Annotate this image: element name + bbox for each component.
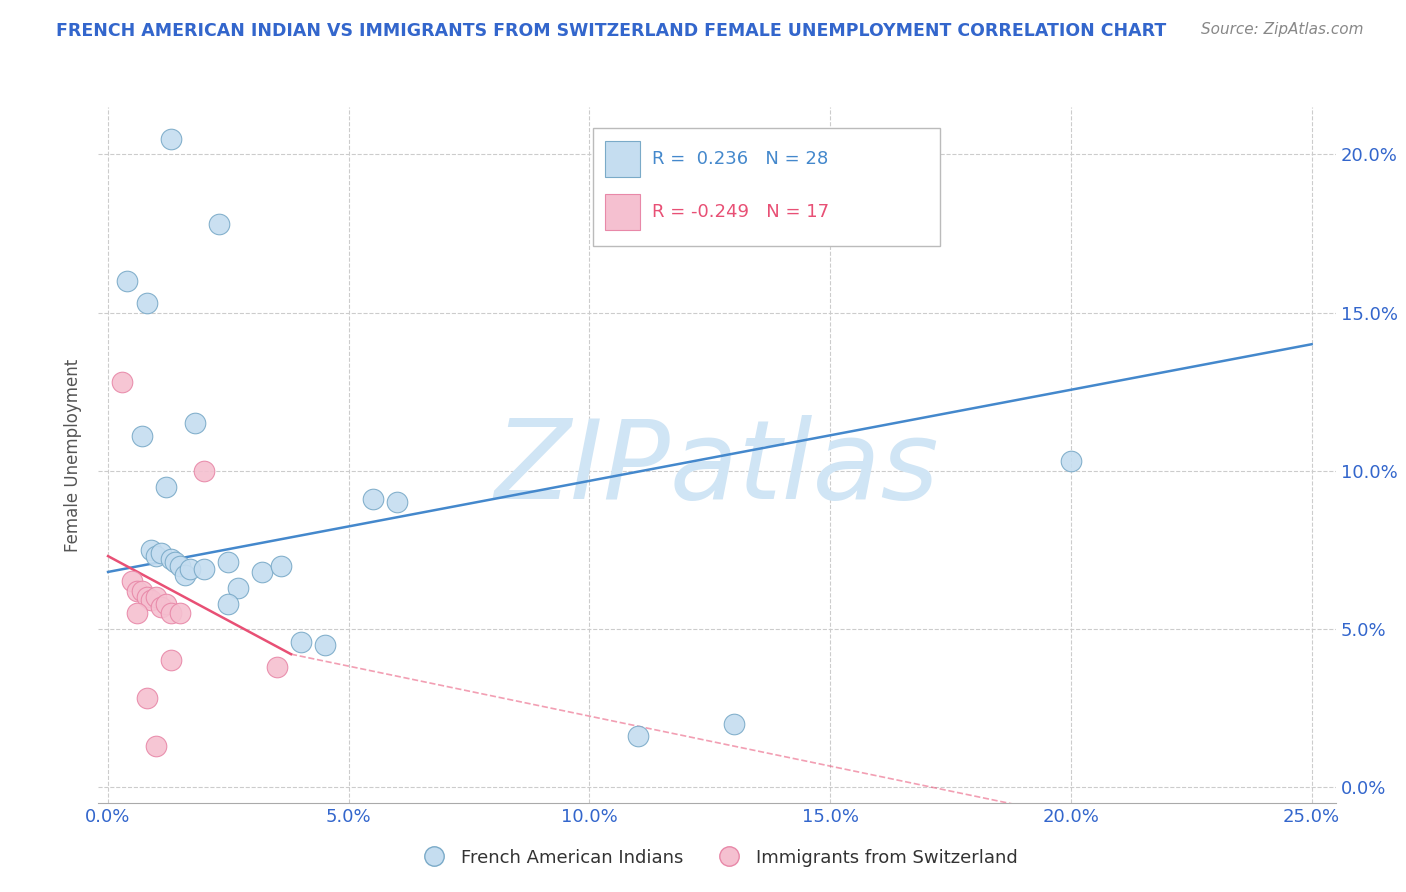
- Point: [141, 542, 163, 557]
- Point: [314, 638, 336, 652]
- Point: [135, 691, 157, 706]
- Legend: French American Indians, Immigrants from Switzerland: French American Indians, Immigrants from…: [409, 841, 1025, 874]
- Text: R =  0.236   N = 28: R = 0.236 N = 28: [652, 150, 828, 168]
- Point: [145, 739, 167, 753]
- Point: [179, 562, 201, 576]
- Point: [159, 552, 181, 566]
- Text: ZIPatlas: ZIPatlas: [495, 416, 939, 523]
- Point: [193, 464, 215, 478]
- Point: [723, 716, 745, 731]
- Text: R = -0.249   N = 17: R = -0.249 N = 17: [652, 203, 830, 221]
- Point: [169, 558, 191, 573]
- Point: [174, 568, 197, 582]
- Point: [117, 274, 139, 288]
- Point: [250, 565, 273, 579]
- Text: FRENCH AMERICAN INDIAN VS IMMIGRANTS FROM SWITZERLAND FEMALE UNEMPLOYMENT CORREL: FRENCH AMERICAN INDIAN VS IMMIGRANTS FRO…: [56, 22, 1167, 40]
- Point: [159, 653, 181, 667]
- Point: [121, 574, 143, 589]
- Point: [290, 634, 312, 648]
- Point: [150, 546, 173, 560]
- Point: [193, 562, 215, 576]
- Point: [165, 556, 187, 570]
- Y-axis label: Female Unemployment: Female Unemployment: [65, 359, 83, 551]
- Point: [155, 597, 177, 611]
- Point: [169, 606, 191, 620]
- Point: [385, 495, 408, 509]
- Point: [141, 593, 163, 607]
- Point: [155, 479, 177, 493]
- Point: [627, 730, 650, 744]
- Point: [208, 217, 231, 231]
- Point: [270, 558, 292, 573]
- Point: [226, 581, 249, 595]
- Point: [131, 429, 153, 443]
- Point: [145, 549, 167, 563]
- Point: [159, 131, 181, 145]
- Point: [266, 660, 288, 674]
- Point: [125, 606, 148, 620]
- Point: [135, 591, 157, 605]
- Point: [111, 375, 134, 389]
- Point: [217, 597, 239, 611]
- Point: [361, 492, 384, 507]
- Point: [131, 583, 153, 598]
- Point: [135, 296, 157, 310]
- Text: Source: ZipAtlas.com: Source: ZipAtlas.com: [1201, 22, 1364, 37]
- Point: [125, 583, 148, 598]
- Point: [150, 599, 173, 614]
- Point: [159, 606, 181, 620]
- Point: [1060, 454, 1083, 468]
- Point: [183, 417, 205, 431]
- Point: [145, 591, 167, 605]
- Point: [217, 556, 239, 570]
